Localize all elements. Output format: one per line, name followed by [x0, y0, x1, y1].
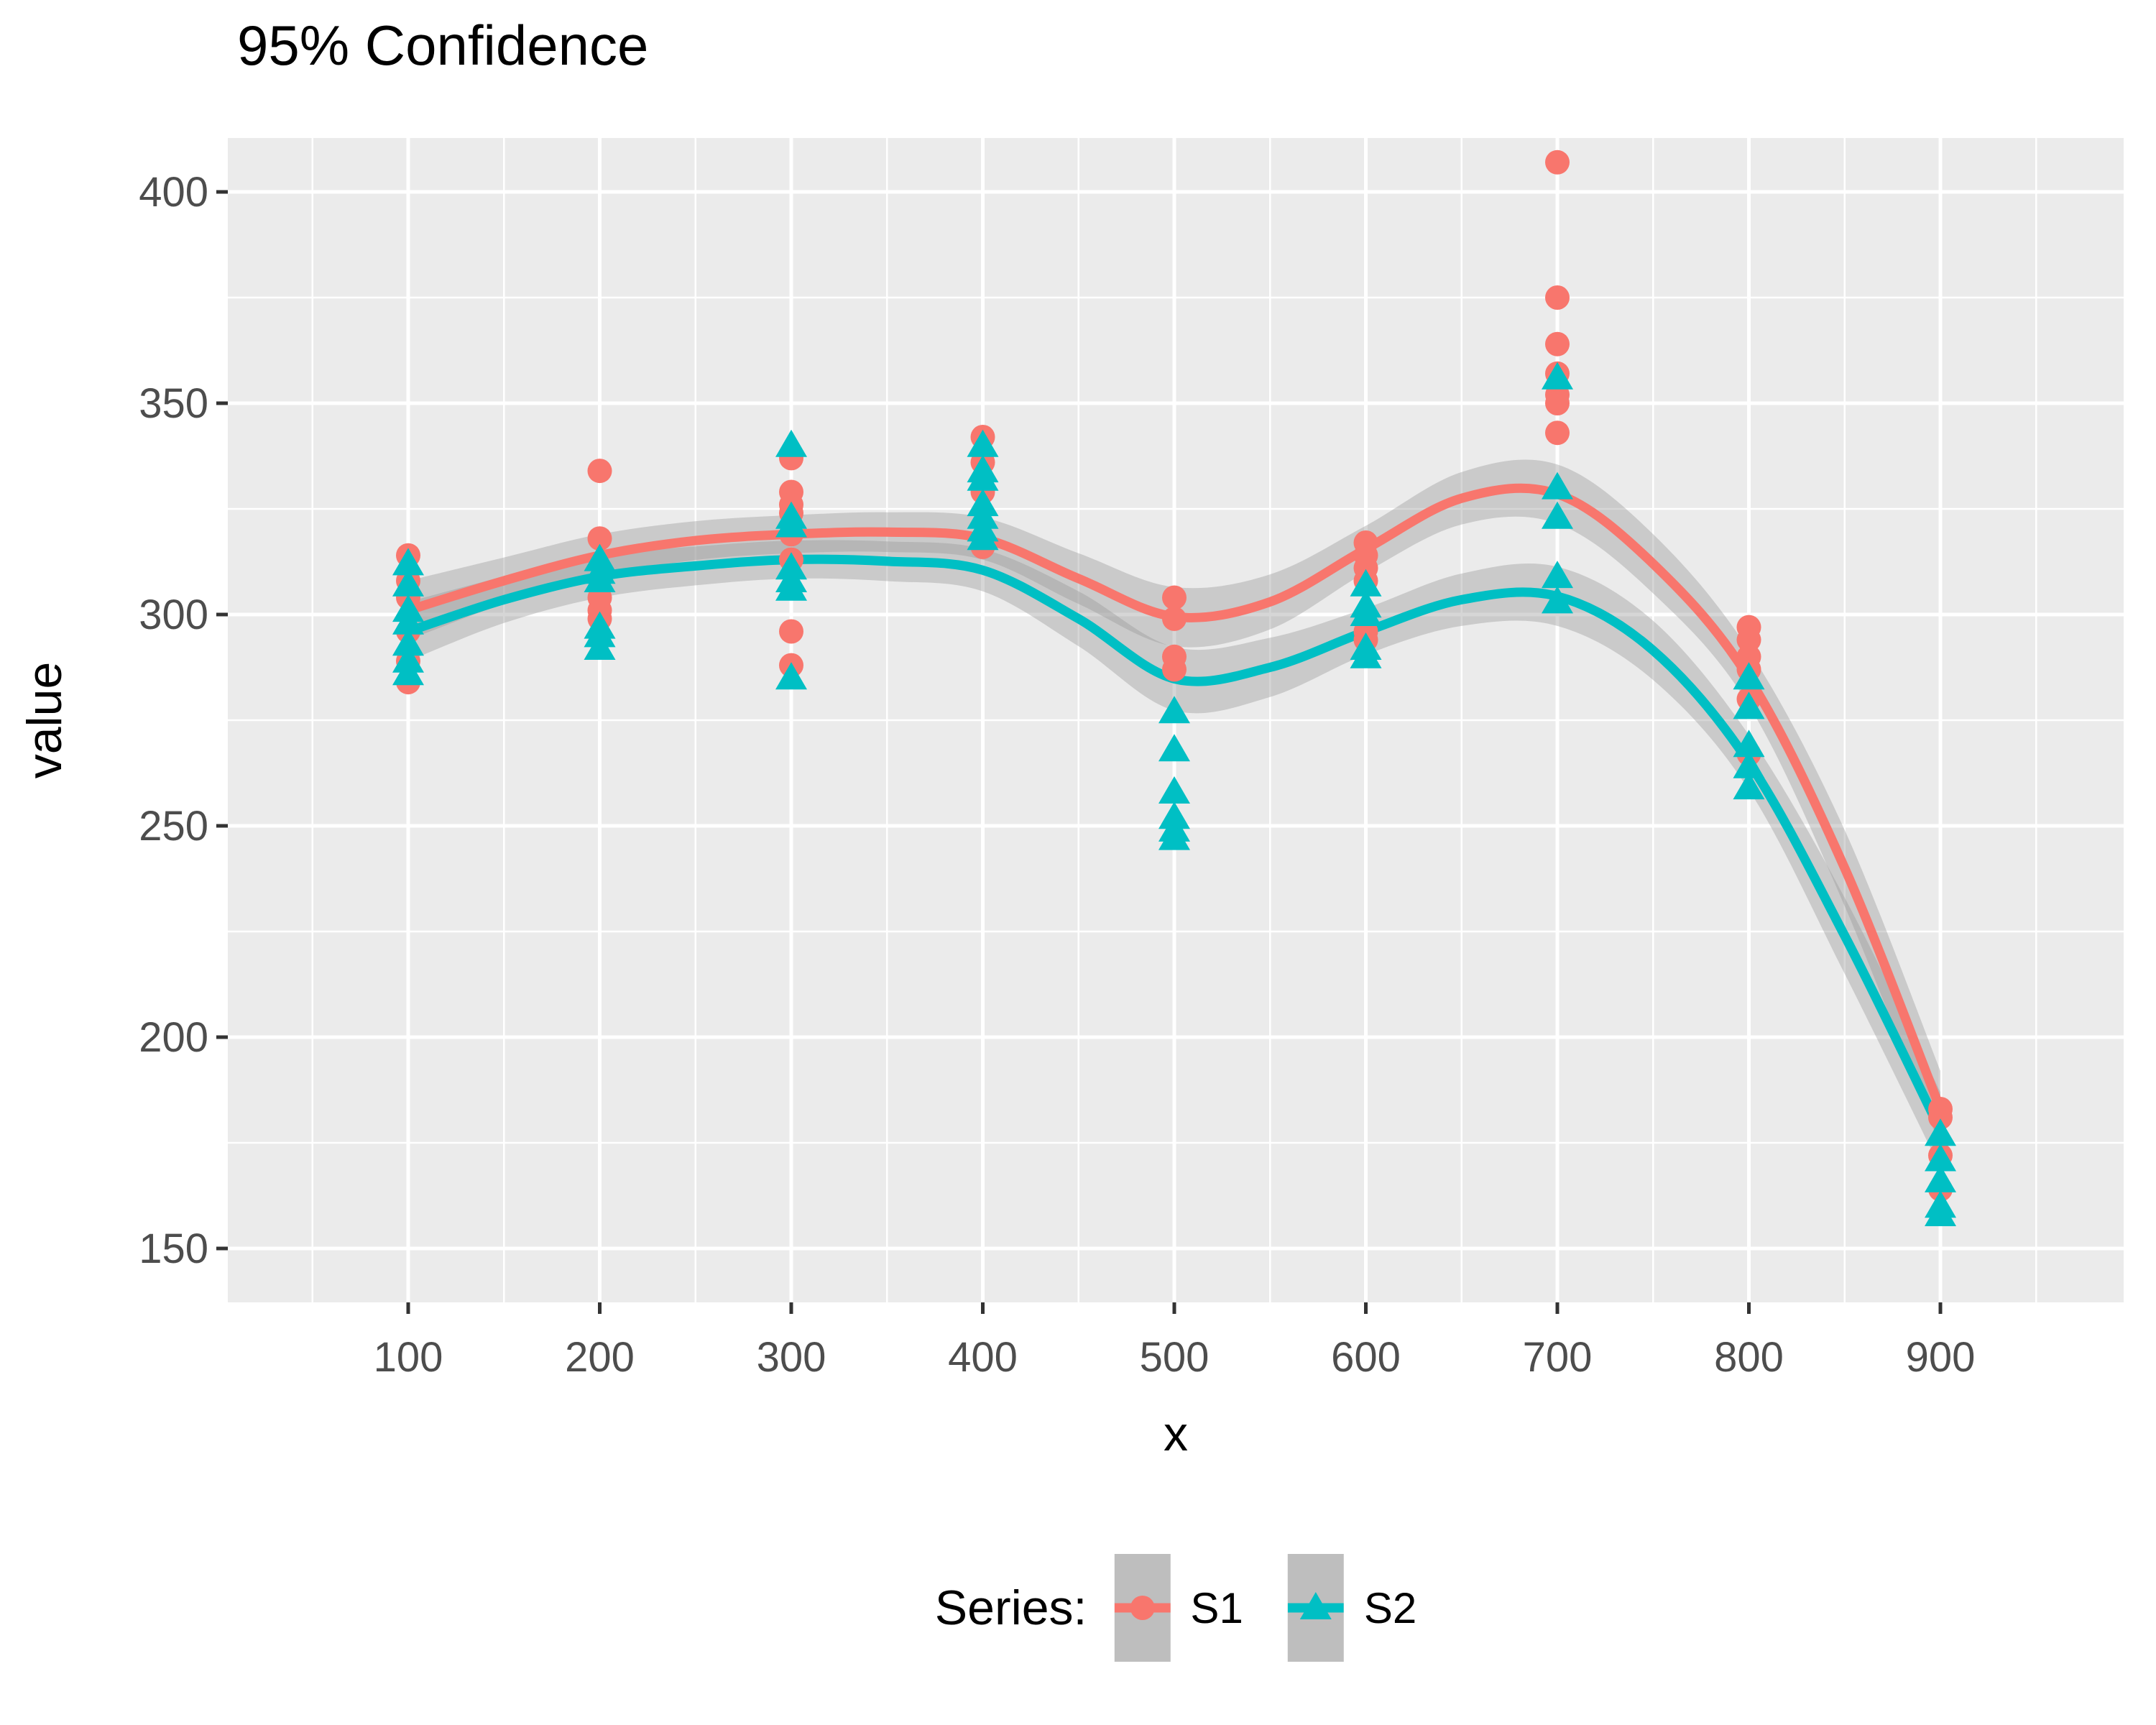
legend-s2-triangle-marker: [1299, 1592, 1332, 1619]
point-s1-41: [1736, 627, 1761, 653]
point-s2-40: [1542, 501, 1573, 529]
point-s2-12: [584, 632, 616, 660]
legend-key-s1-glyph: [1114, 1596, 1171, 1620]
plot-title: 95% Confidence: [237, 14, 649, 77]
point-s2-18: [775, 573, 807, 601]
point-s1-23: [1162, 585, 1187, 610]
x-tick-label-400: 400: [948, 1334, 1018, 1381]
x-axis-title: x: [1164, 1407, 1188, 1461]
point-s2-46: [1733, 750, 1765, 778]
y-tick-label-200: 200: [139, 1014, 208, 1061]
x-tick-label-600: 600: [1331, 1334, 1401, 1381]
x-tick-label-100: 100: [374, 1334, 443, 1381]
x-tick-label-200: 200: [565, 1334, 635, 1381]
point-s2-3: [392, 607, 424, 635]
point-s2-47: [1733, 772, 1765, 800]
point-s2-9: [584, 565, 616, 592]
point-s2-38: [1542, 362, 1573, 390]
y-tick-label-300: 300: [139, 592, 208, 638]
point-s1-26: [1162, 657, 1187, 682]
point-s1-35: [1545, 331, 1570, 356]
point-s2-35: [1350, 599, 1382, 626]
point-s1-38: [1545, 391, 1570, 415]
point-s2-32: [1158, 822, 1190, 850]
point-s1-34: [1545, 285, 1570, 310]
legend-s1-circle-marker: [1130, 1596, 1155, 1620]
point-s2-0: [392, 548, 424, 576]
point-s2-41: [1542, 561, 1573, 589]
legend: Series: S1 S2: [935, 1554, 1416, 1662]
point-s1-17: [779, 619, 803, 644]
x-tick-label-900: 900: [1906, 1334, 1976, 1381]
point-s2-33: [1350, 569, 1382, 597]
y-tick-label-350: 350: [139, 380, 208, 427]
point-s2-1: [392, 569, 424, 597]
point-s1-47: [1928, 1105, 1953, 1130]
point-s2-42: [1542, 586, 1573, 614]
x-tick-label-300: 300: [757, 1334, 826, 1381]
x-tick-label-700: 700: [1523, 1334, 1593, 1381]
point-s2-52: [1925, 1199, 1956, 1226]
point-s2-19: [775, 662, 807, 690]
point-s2-13: [775, 429, 807, 457]
point-s2-28: [1158, 734, 1190, 762]
point-s1-39: [1545, 420, 1570, 446]
legend-label-s1: S1: [1190, 1583, 1243, 1632]
point-s2-45: [1733, 730, 1765, 758]
point-s1-7: [587, 526, 612, 551]
legend-key-s2-glyph: [1287, 1592, 1344, 1619]
legend-key-s2: [1287, 1554, 1344, 1662]
point-s2-37: [1350, 640, 1382, 668]
point-s1-6: [587, 459, 612, 484]
point-s2-27: [1158, 696, 1190, 724]
point-s2-44: [1733, 691, 1765, 719]
y-axis-title: value: [17, 661, 72, 779]
point-s2-39: [1542, 472, 1573, 500]
point-s2-6: [392, 658, 424, 686]
point-s2-29: [1158, 776, 1190, 804]
point-s2-20: [967, 429, 999, 457]
point-s1-33: [1545, 150, 1570, 175]
point-s2-50: [1925, 1164, 1956, 1192]
y-tick-label-250: 250: [139, 803, 208, 850]
point-s2-48: [1925, 1118, 1956, 1146]
legend-key-s1: [1114, 1554, 1171, 1662]
point-s2-15: [775, 510, 807, 538]
legend-label-s2: S2: [1363, 1583, 1417, 1632]
point-s2-4: [392, 628, 424, 656]
point-s2-22: [967, 463, 999, 491]
y-tick-label-150: 150: [139, 1225, 208, 1272]
point-s2-26: [967, 523, 999, 551]
point-s1-24: [1162, 606, 1187, 631]
point-s2-49: [1925, 1144, 1956, 1172]
y-tick-label-400: 400: [139, 169, 208, 216]
legend-title: Series:: [934, 1581, 1087, 1635]
x-tick-label-800: 800: [1714, 1334, 1784, 1381]
point-s2-43: [1733, 662, 1765, 690]
x-tick-label-500: 500: [1140, 1334, 1210, 1381]
